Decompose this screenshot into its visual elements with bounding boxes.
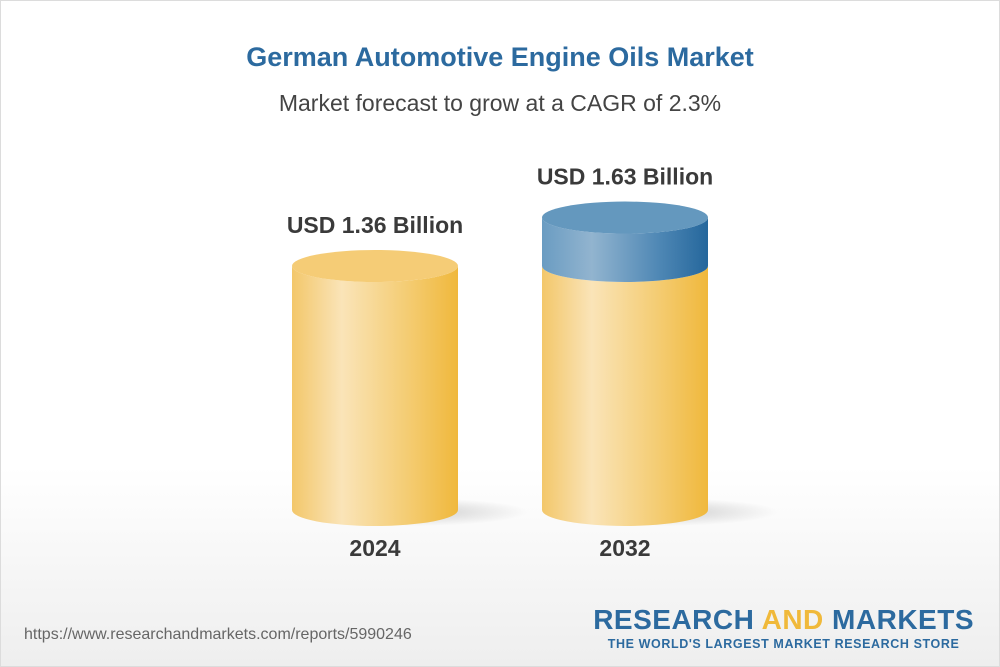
chart-title: German Automotive Engine Oils Market bbox=[246, 42, 754, 72]
chart-subtitle: Market forecast to grow at a CAGR of 2.3… bbox=[278, 90, 722, 116]
cylinder-base-2032 bbox=[542, 266, 708, 526]
cylinder-top-2032 bbox=[542, 201, 708, 234]
cylinder-2024 bbox=[292, 266, 458, 526]
category-label: 2032 bbox=[599, 535, 650, 561]
data-label: USD 1.63 Billion bbox=[537, 164, 713, 190]
source-url[interactable]: https://www.researchandmarkets.com/repor… bbox=[24, 626, 412, 643]
cylinder-top-2024 bbox=[292, 250, 458, 282]
cylinder-growth-2032 bbox=[542, 217, 708, 282]
data-label: USD 1.36 Billion bbox=[287, 212, 463, 238]
category-label: 2024 bbox=[349, 535, 400, 561]
research-and-markets-logo: RESEARCH AND MARKETS THE WORLD'S LARGEST… bbox=[593, 604, 974, 651]
